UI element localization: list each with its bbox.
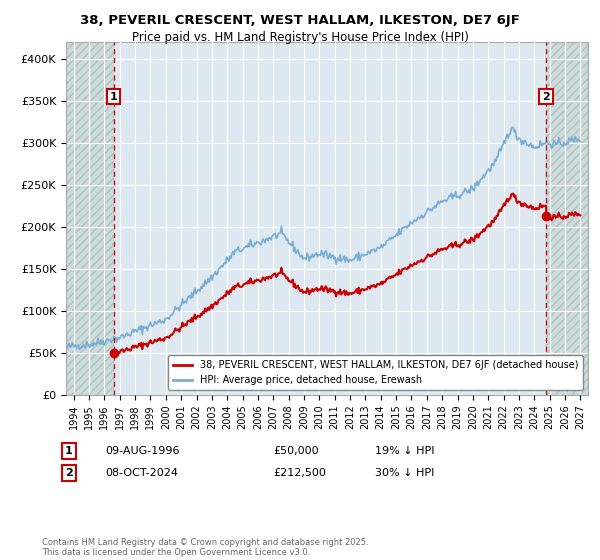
Bar [546,42,588,395]
Text: Contains HM Land Registry data © Crown copyright and database right 2025.
This d: Contains HM Land Registry data © Crown c… [42,538,368,557]
Legend: 38, PEVERIL CRESCENT, WEST HALLAM, ILKESTON, DE7 6JF (detached house), HPI: Aver: 38, PEVERIL CRESCENT, WEST HALLAM, ILKES… [167,356,583,390]
Text: 1: 1 [110,92,118,101]
Text: 38, PEVERIL CRESCENT, WEST HALLAM, ILKESTON, DE7 6JF: 38, PEVERIL CRESCENT, WEST HALLAM, ILKES… [80,14,520,27]
Text: 2: 2 [65,468,73,478]
Text: 30% ↓ HPI: 30% ↓ HPI [375,468,434,478]
Text: 08-OCT-2024: 08-OCT-2024 [105,468,178,478]
Text: 09-AUG-1996: 09-AUG-1996 [105,446,179,456]
Bar [66,42,114,395]
Text: £212,500: £212,500 [273,468,326,478]
Text: 2: 2 [542,92,550,101]
Text: 19% ↓ HPI: 19% ↓ HPI [375,446,434,456]
Text: £50,000: £50,000 [273,446,319,456]
Text: Price paid vs. HM Land Registry's House Price Index (HPI): Price paid vs. HM Land Registry's House … [131,31,469,44]
Text: 1: 1 [65,446,73,456]
